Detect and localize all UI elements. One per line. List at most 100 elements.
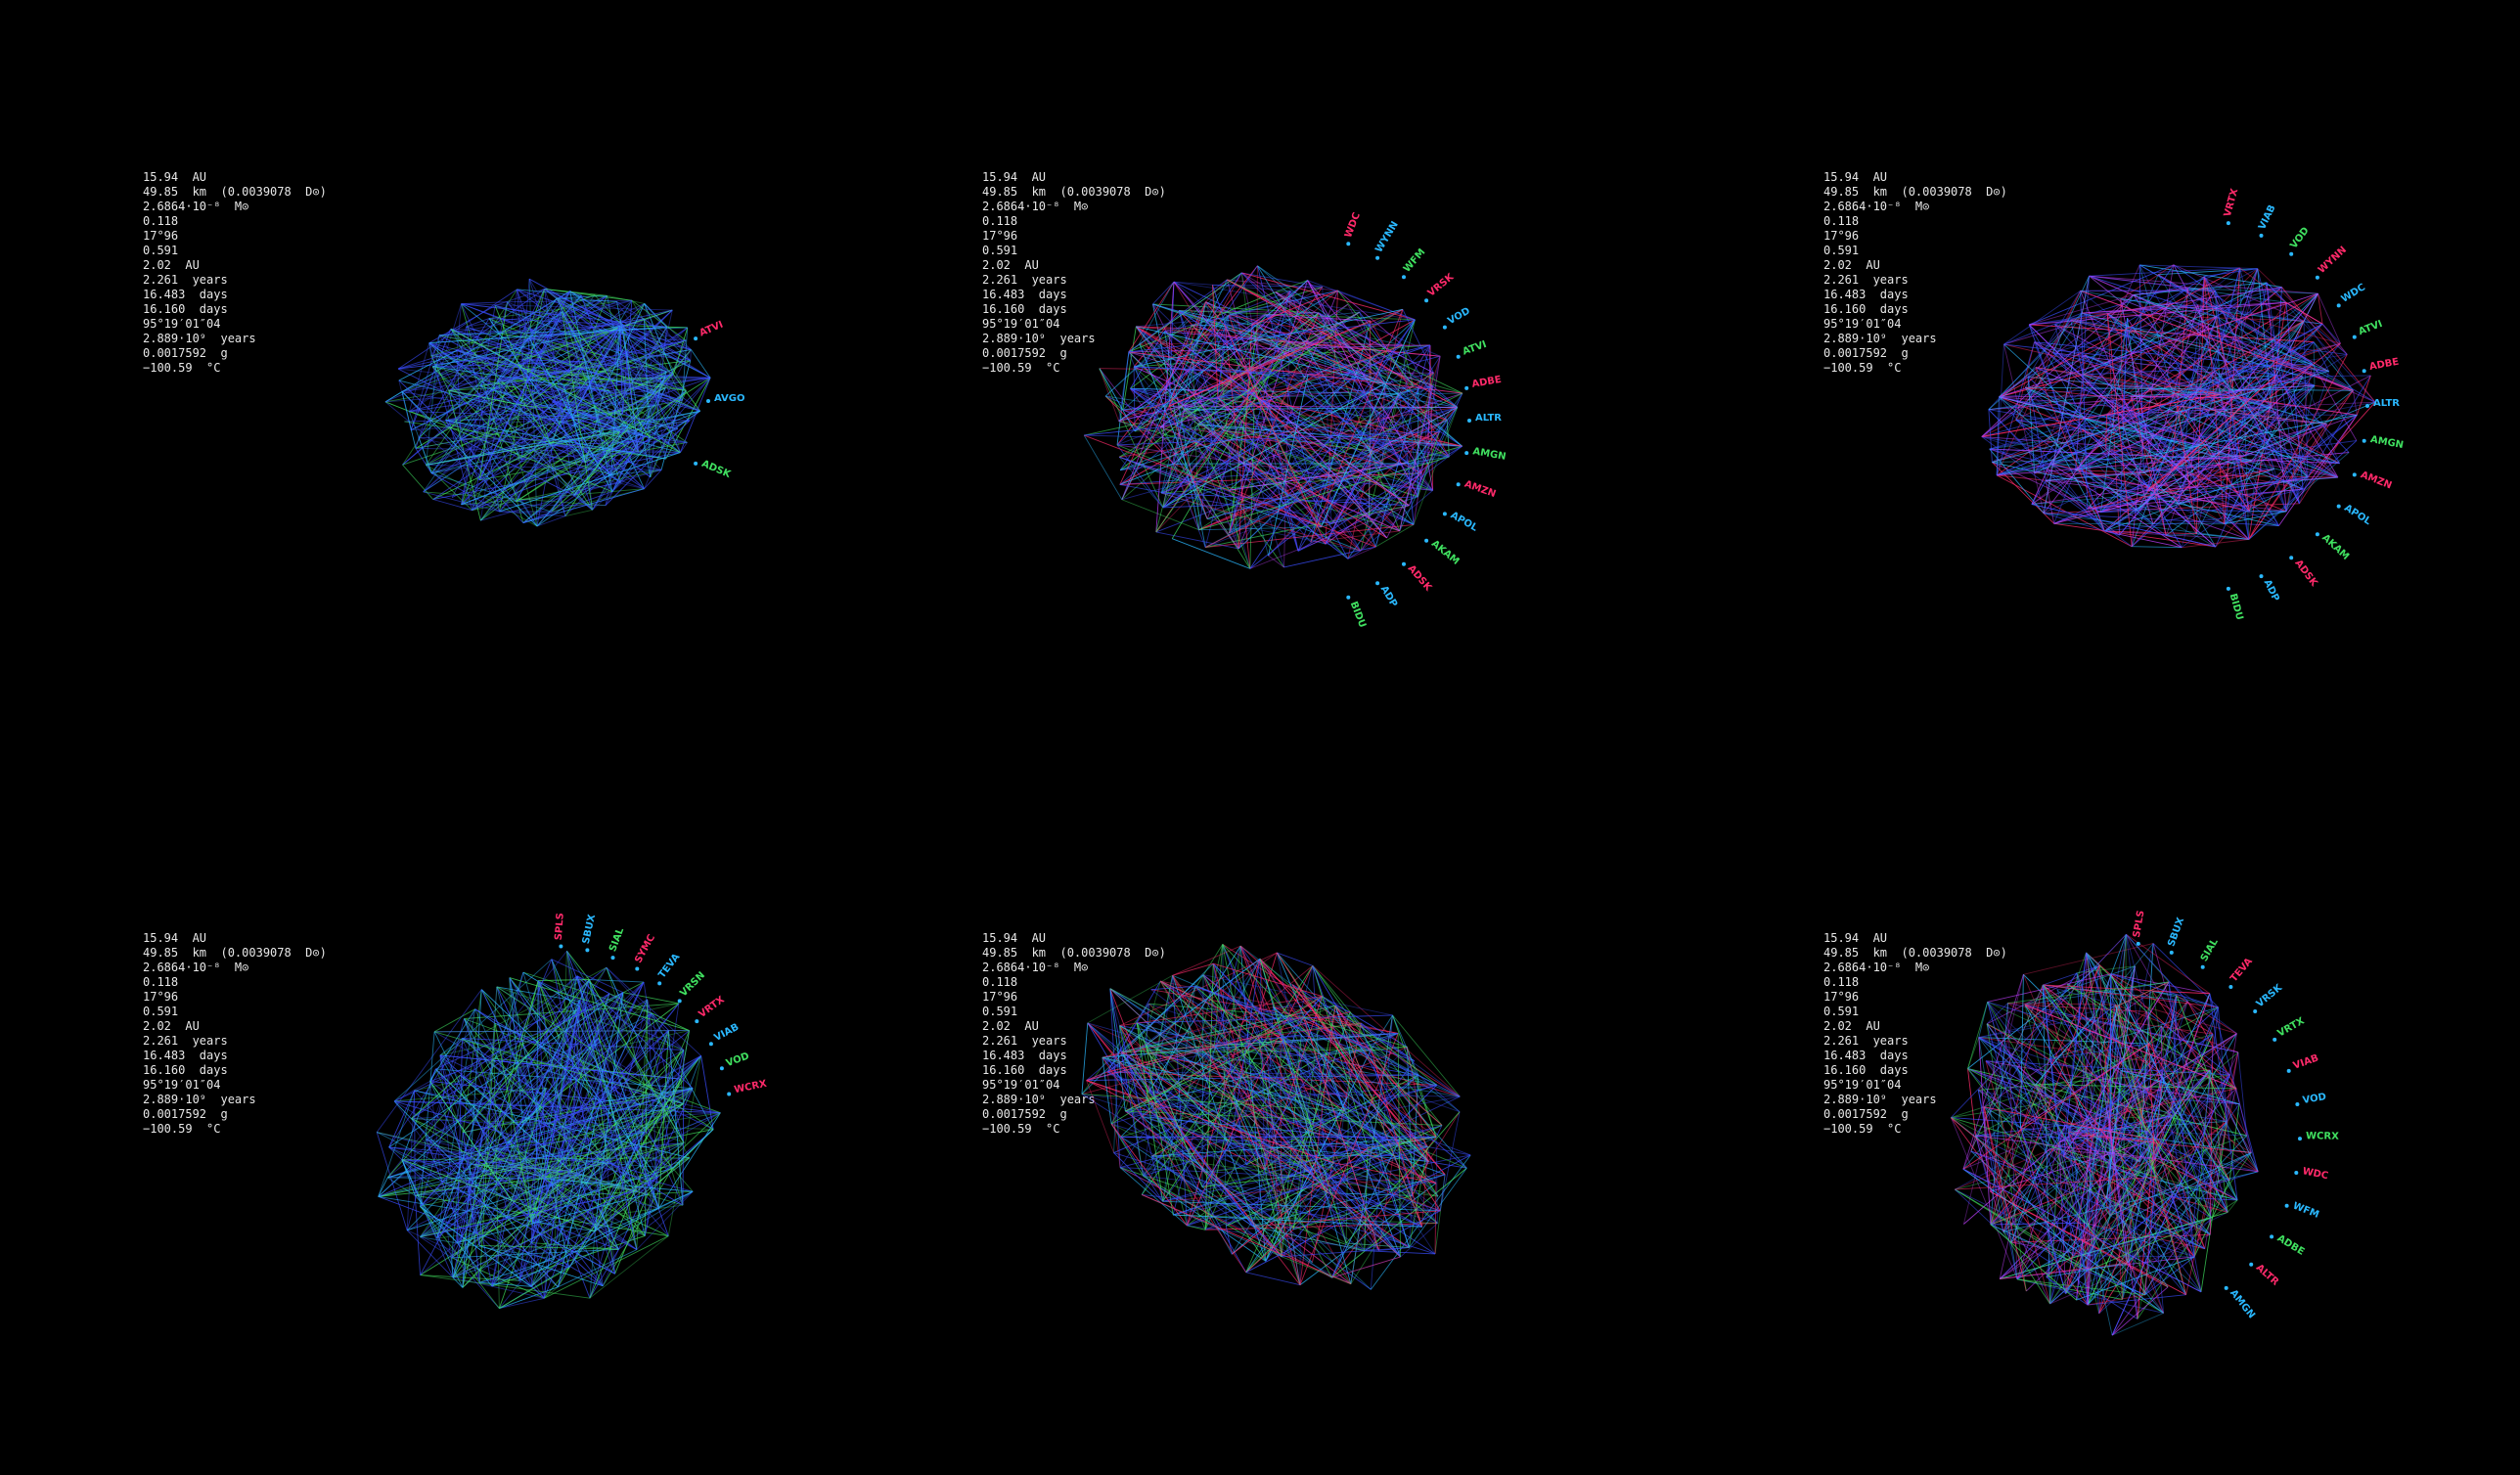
graph-edge: [592, 435, 645, 511]
graph-edge: [2062, 1033, 2237, 1157]
graph-edge: [2046, 472, 2144, 481]
graph-edge: [2160, 995, 2178, 1052]
graph-edge: [2104, 323, 2323, 532]
graph-edge: [2052, 352, 2279, 526]
graph-edge: [1162, 1125, 1443, 1202]
graph-edge: [1202, 974, 1393, 1016]
graph-edge: [2053, 522, 2216, 548]
graph-edge: [1102, 1056, 1247, 1274]
graph-edge: [680, 1030, 691, 1080]
graph-edge: [553, 951, 567, 1260]
graph-edge: [1999, 396, 2105, 532]
graph-edge: [1204, 1192, 1328, 1230]
graph-edge: [2002, 1125, 2066, 1232]
graph-edge: [1146, 1044, 1282, 1258]
graph-edge: [1310, 309, 1404, 543]
ticker-label: SIAL: [608, 926, 626, 954]
graph-edge: [426, 1139, 608, 1164]
graph-edge: [1303, 1016, 1461, 1097]
graph-edge: [378, 1090, 416, 1197]
graph-edge: [431, 366, 500, 513]
graph-edge: [569, 291, 624, 326]
graph-edge: [1988, 409, 2089, 510]
graph-edge: [1110, 944, 1224, 1125]
graph-edge: [517, 289, 566, 516]
stat-line: 0.0017592 g: [1823, 346, 1909, 360]
graph-edge: [1121, 406, 1458, 501]
graph-edge: [406, 1018, 465, 1230]
graph-edge: [515, 430, 621, 503]
graph-edge: [543, 1104, 642, 1180]
graph-edge: [2043, 984, 2116, 1006]
graph-edge: [499, 1286, 559, 1309]
graph-edge: [2281, 287, 2354, 391]
graph-edge: [2275, 374, 2339, 478]
graph-edge: [1087, 1022, 1348, 1098]
graph-edge: [452, 1162, 608, 1278]
graph-edge: [411, 1118, 714, 1130]
graph-edge: [2087, 1255, 2092, 1306]
graph-edge: [1119, 996, 1323, 1027]
graph-edge: [579, 1006, 638, 1192]
graph-edge: [1399, 1140, 1467, 1169]
graph-edge: [557, 297, 617, 302]
graph-edge: [1369, 445, 1462, 517]
graph-edge: [2216, 316, 2275, 469]
graph-edge: [1118, 397, 1219, 422]
graph-edge: [1081, 1094, 1312, 1125]
graph-edge: [1197, 424, 1418, 498]
graph-edge: [664, 377, 711, 379]
graph-edge: [1106, 980, 1161, 1073]
graph-edge: [658, 1112, 721, 1209]
graph-edge: [2209, 993, 2238, 1200]
graph-edge: [2313, 341, 2354, 391]
graph-edge: [1223, 409, 1232, 431]
graph-edge: [497, 380, 512, 382]
graph-edge: [1985, 1060, 2186, 1295]
graph-edge: [1256, 397, 1388, 539]
graph-edge: [1240, 272, 1371, 380]
graph-edge: [1333, 1162, 1437, 1184]
graph-edge: [480, 989, 572, 1172]
stat-line: 16.483 days: [143, 288, 228, 301]
graph-edge: [585, 387, 606, 464]
graph-edge: [2177, 323, 2323, 407]
graph-edge: [1264, 1006, 1274, 1170]
ticker-label: AKAM: [1429, 538, 1462, 567]
graph-node: [677, 999, 682, 1004]
graph-edge: [499, 1190, 694, 1309]
graph-edge: [1954, 1188, 2012, 1243]
graph-edge: [2146, 1010, 2230, 1076]
graph-edge: [1308, 344, 1431, 376]
graph-edge: [1204, 430, 1440, 548]
graph-edge: [2131, 444, 2143, 547]
graph-edge: [1446, 420, 1450, 458]
graph-edge: [631, 299, 687, 341]
graph-edge: [2248, 440, 2358, 540]
graph-edge: [436, 1029, 669, 1239]
graph-edge: [2257, 412, 2287, 512]
graph-edge: [2087, 508, 2287, 513]
graph-edge: [1187, 1225, 1206, 1230]
graph-edge: [571, 324, 624, 419]
graph-node: [2362, 438, 2366, 443]
graph-edge: [2080, 290, 2216, 291]
ticker-label: SPLS: [2132, 910, 2147, 939]
graph-edge: [605, 303, 646, 388]
graph-edge: [1109, 988, 1215, 1047]
graph-edge: [2031, 405, 2179, 505]
graph-edge: [2146, 476, 2338, 492]
graph-edge: [1273, 1005, 1336, 1007]
graph-edge: [1223, 429, 1462, 447]
graph-edge: [1257, 265, 1459, 408]
graph-edge: [1431, 385, 1440, 432]
graph-edge: [509, 977, 638, 1192]
ticker-label: WYNN: [2317, 245, 2349, 276]
graph-edge: [1173, 463, 1428, 465]
graph-edge: [1109, 988, 1121, 1168]
graph-edge: [479, 385, 688, 443]
graph-edge: [522, 971, 580, 1007]
graph-edge: [1378, 1247, 1410, 1251]
graph-edge: [542, 339, 572, 419]
graph-node: [1346, 595, 1351, 600]
